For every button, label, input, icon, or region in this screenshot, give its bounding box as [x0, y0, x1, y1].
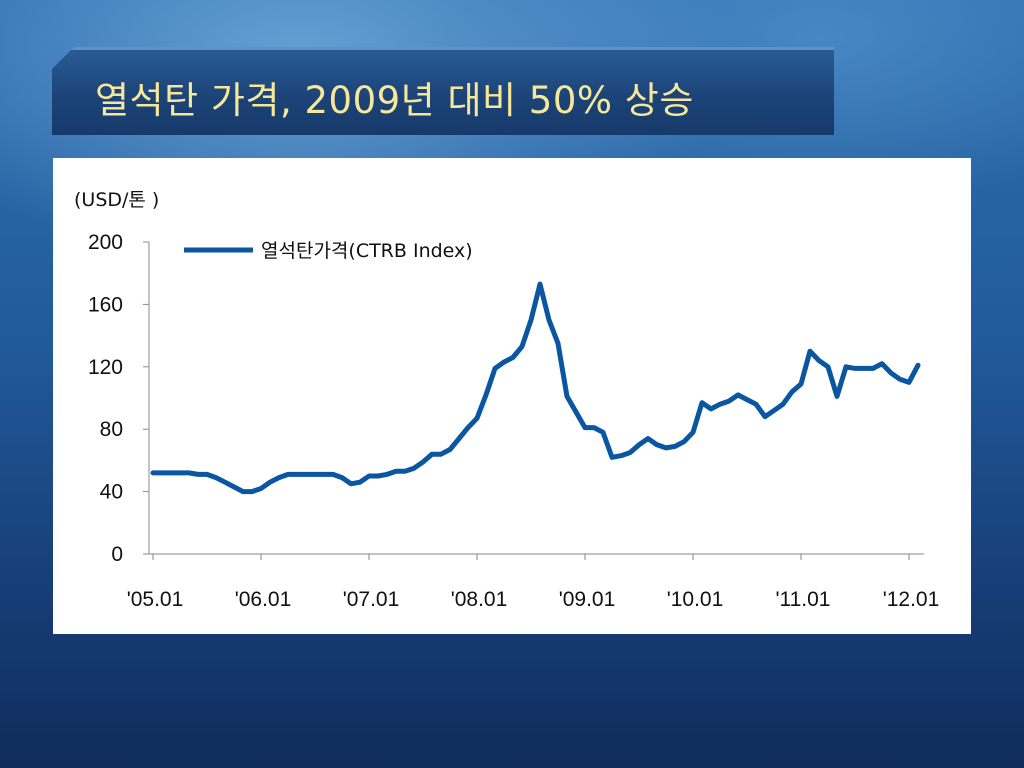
- legend-label: 열석탄가격(CTRB Index): [261, 240, 473, 262]
- x-tick-label: '06.01: [235, 588, 292, 611]
- x-tick-label: '10.01: [667, 588, 724, 611]
- y-unit-label: (USD/톤 ): [74, 189, 159, 211]
- x-tick-label: '12.01: [883, 588, 940, 611]
- chart-panel: (USD/톤 ) 0 40 80 120 160 200 '05.01 '06.01 '07.0…: [53, 158, 971, 634]
- x-tick-label: '09.01: [559, 588, 616, 611]
- chart-axes: 0 40 80 120 160 200 '05.01 '06.01 '07.01 '08.01 '0…: [88, 231, 939, 611]
- y-tick-label: 160: [88, 293, 123, 316]
- x-tick-label: '08.01: [451, 588, 508, 611]
- y-tick-label: 80: [100, 418, 123, 441]
- x-tick-label: '05.01: [127, 588, 184, 611]
- page-title: 열석탄 가격, 2009년 대비 50% 상승: [95, 79, 694, 122]
- plot-area: [150, 281, 921, 495]
- y-tick-label: 200: [88, 231, 123, 254]
- line-chart: (USD/톤 ) 0 40 80 120 160 200 '05.01 '06.01 '07.0…: [74, 189, 939, 611]
- y-tick-label: 120: [88, 356, 123, 379]
- chart-legend: 열석탄가격(CTRB Index): [184, 240, 473, 262]
- y-tick-label: 40: [100, 481, 123, 504]
- y-tick-label: 0: [111, 543, 123, 566]
- title-banner: [52, 47, 834, 135]
- x-tick-label: '07.01: [343, 588, 400, 611]
- x-tick-label: '11.01: [775, 588, 830, 611]
- series-line: [150, 281, 921, 495]
